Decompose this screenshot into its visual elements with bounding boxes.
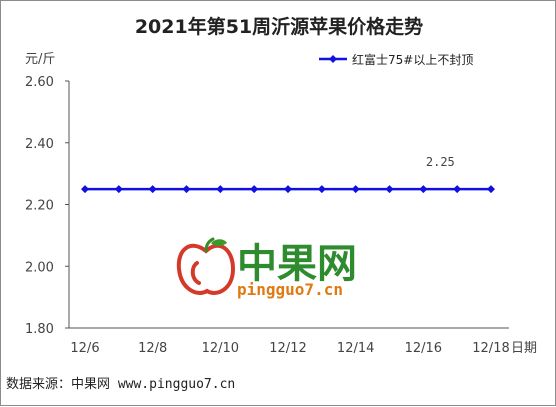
y-axis-unit: 元/斤	[25, 52, 55, 67]
y-tick-label: 1.80	[25, 322, 54, 337]
legend-diamond-icon	[329, 55, 337, 63]
data-point-12-17	[453, 185, 462, 194]
x-tick-label: 12/6	[70, 341, 99, 356]
data-point-12-11	[250, 185, 259, 194]
data-point-12-16	[419, 185, 428, 194]
data-point-12-13	[317, 185, 326, 194]
x-tick-label: 12/12	[269, 341, 306, 356]
data-point-12-12	[284, 185, 292, 194]
source-note: 数据来源：中果网 www.pingguo7.cn	[6, 377, 235, 392]
y-tick-label: 2.60	[25, 75, 54, 90]
series-points	[81, 185, 495, 194]
x-tick-label: 12/14	[337, 341, 374, 356]
watermark-logo: 中果网 pingguo7.cn	[176, 237, 357, 299]
x-tick-label: 12/8	[138, 341, 167, 356]
y-tick-label: 2.40	[25, 137, 54, 152]
data-point-12-10	[216, 185, 225, 194]
data-point-12-6	[81, 185, 89, 194]
watermark-url: pingguo7.cn	[237, 280, 343, 299]
data-point-12-15	[385, 185, 394, 194]
data-point-12-9	[182, 185, 191, 194]
y-tick-label: 2.20	[25, 199, 54, 214]
data-point-12-8	[148, 185, 157, 194]
data-point-12-14	[351, 185, 360, 194]
apple-logo-icon	[176, 237, 236, 295]
data-label: 2.25	[426, 155, 455, 169]
x-tick-label: 12/10	[202, 341, 239, 356]
x-axis-label: 日期	[511, 341, 537, 356]
legend: 红富士75#以上不封顶	[319, 52, 473, 67]
x-tick-label: 12/16	[405, 341, 442, 356]
watermark-brand: 中果网	[237, 241, 357, 287]
data-point-12-7	[114, 185, 123, 194]
legend-entry: 红富士75#以上不封顶	[352, 52, 473, 67]
y-tick-label: 2.00	[25, 260, 54, 275]
y-axis-ticks: 1.80 2.00 2.20 2.40 2.60	[25, 75, 69, 337]
data-point-12-18	[487, 185, 495, 194]
x-tick-label: 12/18	[472, 341, 509, 356]
x-axis-ticks: 12/6 12/8 12/10 12/12 12/14 12/16 12/18	[70, 341, 509, 356]
chart-title: 2021年第51周沂源苹果价格走势	[135, 15, 423, 38]
